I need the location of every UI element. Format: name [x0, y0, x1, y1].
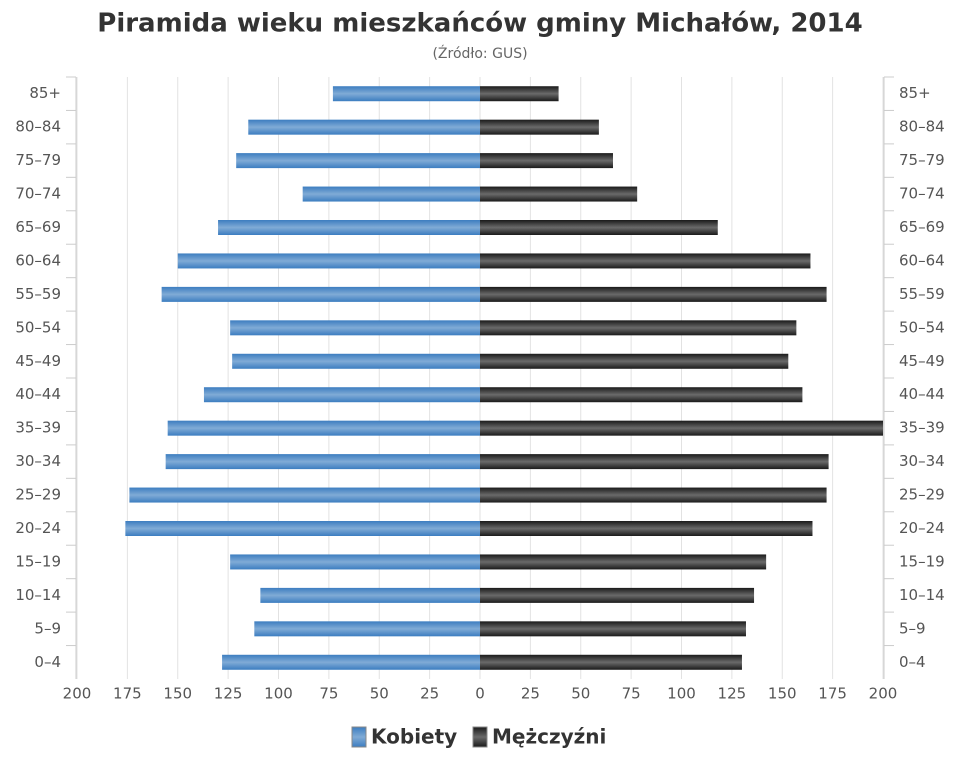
x-tick-label: 100 — [667, 685, 696, 703]
bar — [236, 153, 480, 169]
bar — [480, 521, 813, 536]
x-tick-label: 0 — [475, 685, 485, 703]
y-tick-label: 25–29 — [15, 486, 61, 504]
bar — [129, 487, 480, 503]
y-tick-label: 55–59 — [899, 285, 945, 303]
x-tick-label: 25 — [521, 685, 540, 703]
y-tick-label: 35–39 — [15, 419, 61, 437]
chart-title: Piramida wieku mieszkańców gminy Michałó… — [97, 9, 862, 39]
x-tick-label: 175 — [113, 685, 142, 703]
y-tick-label: 15–19 — [15, 552, 61, 570]
y-tick-label: 5–9 — [34, 619, 61, 637]
y-tick-label: 0–4 — [899, 653, 926, 671]
y-tick-label: 60–64 — [899, 251, 945, 269]
x-tick-label: 50 — [571, 685, 590, 703]
bar — [480, 186, 638, 202]
bar — [332, 86, 480, 102]
y-tick-label: 50–54 — [899, 318, 945, 336]
y-tick-label: 55–59 — [15, 285, 61, 303]
bar — [161, 286, 480, 302]
y-tick-label: 15–19 — [899, 552, 945, 570]
legend-label: Kobiety — [371, 725, 457, 749]
y-tick-label: 45–49 — [899, 352, 945, 370]
x-tick-label: 150 — [163, 685, 192, 703]
x-tick-label: 125 — [214, 685, 243, 703]
y-tick-label: 40–44 — [15, 385, 61, 403]
bar — [480, 320, 797, 336]
y-tick-label: 20–24 — [899, 519, 945, 537]
bar — [125, 521, 481, 536]
bar — [222, 654, 480, 670]
y-tick-label: 75–79 — [15, 151, 61, 169]
y-tick-label: 80–84 — [899, 118, 945, 136]
x-tick-label: 200 — [869, 685, 898, 703]
bar — [177, 253, 480, 269]
x-tick-label: 50 — [370, 685, 389, 703]
bar — [167, 420, 481, 436]
y-tick-label: 70–74 — [15, 185, 61, 203]
y-tick-label: 35–39 — [899, 419, 945, 437]
bar — [480, 220, 718, 235]
x-tick-label: 175 — [818, 685, 847, 703]
bar — [480, 487, 827, 503]
legend-swatch — [351, 726, 367, 748]
x-tick-label: 150 — [768, 685, 797, 703]
y-tick-label: 85+ — [899, 84, 931, 102]
bar — [480, 587, 755, 603]
y-tick-label: 70–74 — [899, 185, 945, 203]
y-tick-label: 85+ — [29, 84, 61, 102]
y-tick-label: 50–54 — [15, 318, 61, 336]
legend-label: Mężczyźni — [492, 725, 606, 749]
y-tick-label: 30–34 — [15, 452, 61, 470]
bar — [480, 654, 742, 670]
y-tick-label: 10–14 — [15, 586, 61, 604]
y-tick-label: 80–84 — [15, 118, 61, 136]
bar — [260, 587, 480, 603]
bar — [203, 387, 480, 403]
y-tick-label: 5–9 — [899, 619, 926, 637]
bar — [165, 454, 480, 470]
y-tick-label: 65–69 — [15, 218, 61, 236]
y-tick-label: 45–49 — [15, 352, 61, 370]
y-tick-label: 10–14 — [899, 586, 945, 604]
bar — [480, 621, 746, 637]
bar — [232, 353, 480, 369]
y-tick-label: 25–29 — [899, 486, 945, 504]
y-tick-label: 60–64 — [15, 251, 61, 269]
y-tick-label: 30–34 — [899, 452, 945, 470]
y-tick-label: 65–69 — [899, 218, 945, 236]
bar — [480, 454, 829, 470]
bar — [302, 186, 480, 202]
bar — [480, 420, 883, 436]
bar — [480, 153, 613, 169]
y-tick-label: 40–44 — [899, 385, 945, 403]
bar — [254, 621, 480, 637]
bar — [218, 220, 481, 235]
bar — [480, 353, 789, 369]
y-tick-label: 0–4 — [34, 653, 61, 671]
x-tick-label: 75 — [319, 685, 338, 703]
bar — [480, 387, 803, 403]
chart-subtitle: (Źródło: GUS) — [432, 44, 527, 62]
y-tick-label: 20–24 — [15, 519, 61, 537]
legend-swatch — [472, 726, 488, 748]
bar — [480, 554, 767, 570]
bar — [230, 554, 480, 570]
bar — [480, 86, 559, 102]
x-tick-label: 25 — [420, 685, 439, 703]
x-tick-label: 100 — [264, 685, 293, 703]
bar — [480, 119, 599, 135]
x-tick-label: 200 — [63, 685, 92, 703]
x-tick-label: 75 — [622, 685, 641, 703]
bar — [480, 253, 811, 269]
bar — [248, 119, 480, 135]
bar — [480, 286, 827, 302]
x-tick-label: 125 — [718, 685, 747, 703]
bar — [230, 320, 480, 336]
y-tick-label: 75–79 — [899, 151, 945, 169]
